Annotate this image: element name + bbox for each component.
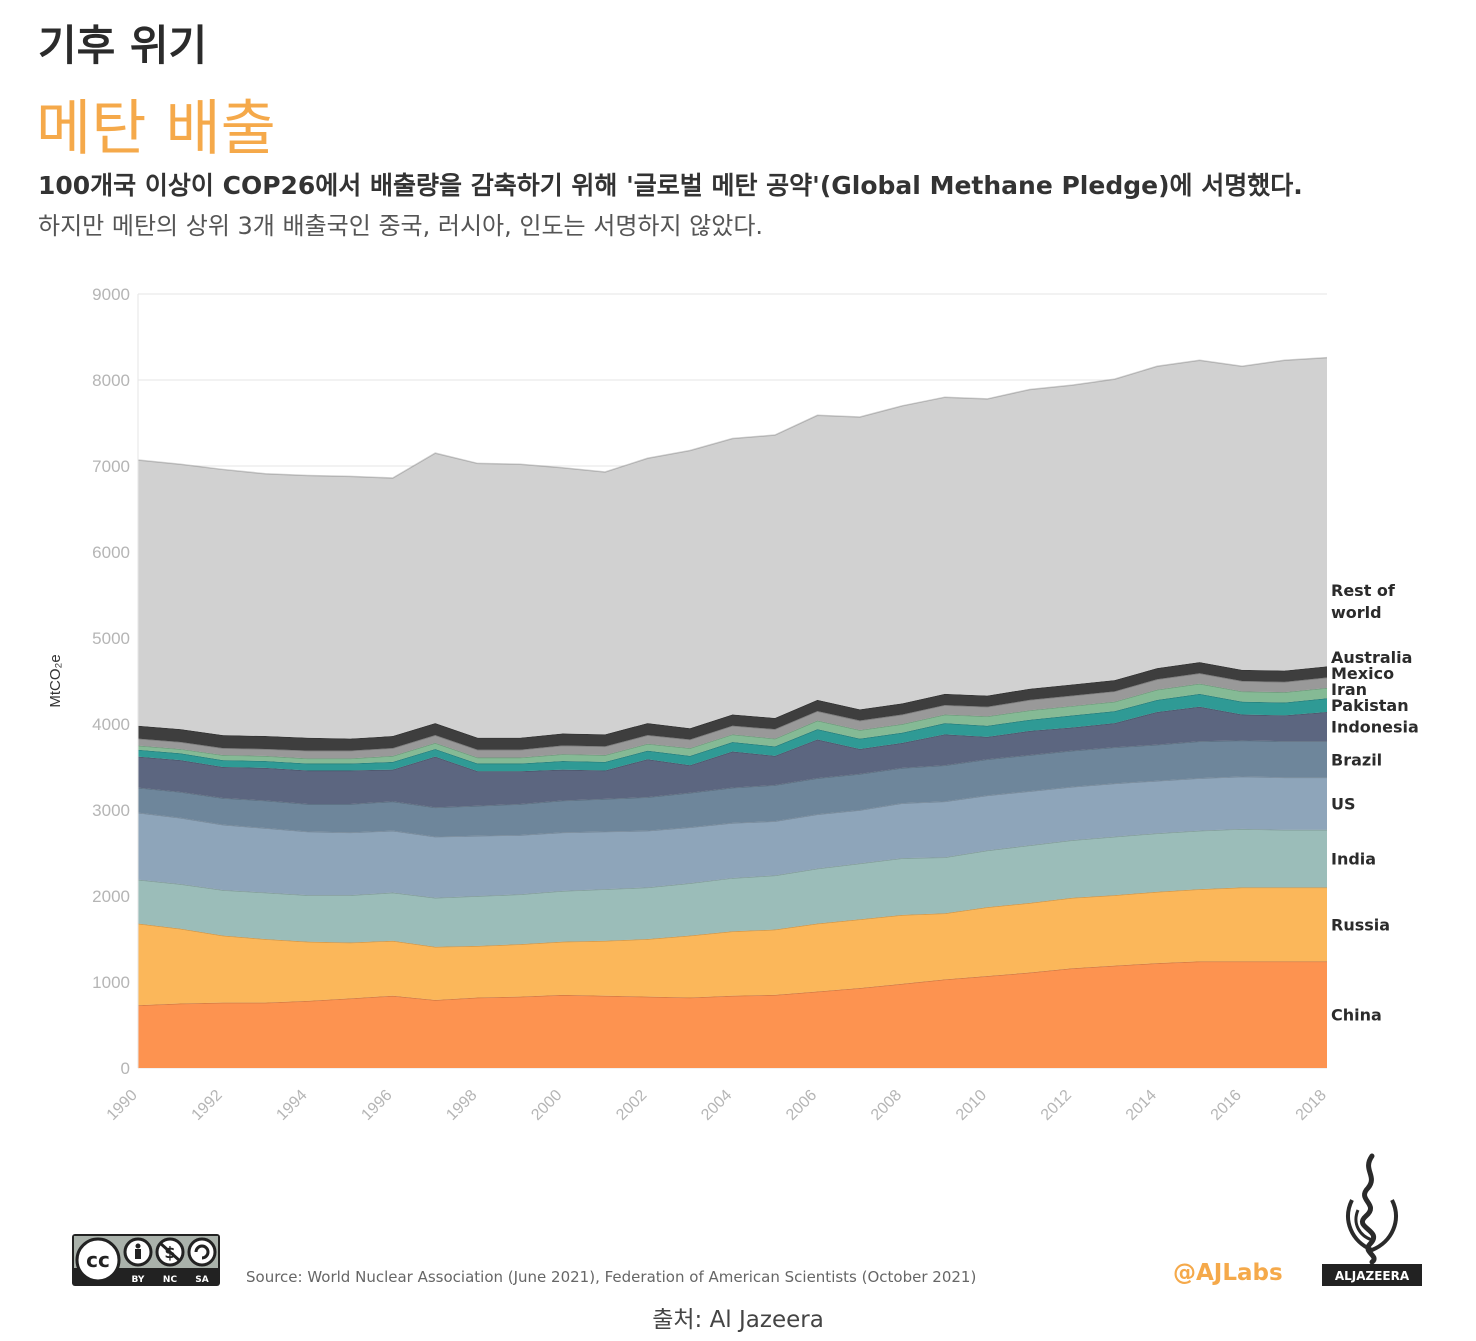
series-label-china: China [1331,1006,1382,1025]
x-tick-label: 1998 [443,1087,480,1124]
page-title: 메탄 배출 [36,94,276,164]
x-tick-label: 2016 [1208,1087,1245,1124]
source-note: Source: World Nuclear Association (June … [246,1268,977,1286]
x-tick-label: 2018 [1293,1087,1330,1124]
series-label-rest-of-world: Rest of world [1331,581,1396,622]
y-tick-label: 9000 [92,285,130,304]
area-brazil [138,740,1327,837]
area-china [138,961,1327,1068]
series-label-us: US [1331,795,1356,814]
subtitle-bold: 100개국 이상이 COP26에서 배출량을 감축하기 위해 '글로벌 메탄 공… [38,171,1303,200]
y-tick-label: 3000 [92,801,130,820]
series-label-russia: Russia [1331,915,1390,934]
x-tick-label: 1994 [273,1087,310,1124]
series-label-australia: Australia [1331,648,1412,667]
cc-by-label: BY [132,1275,145,1285]
ajlabs-handle: @AJLabs [1173,1260,1283,1286]
y-tick-label: 8000 [92,371,130,390]
x-tick-label: 2000 [528,1087,565,1124]
x-tick-label: 2002 [613,1087,650,1124]
methane-area-chart: 0 1000 2000 3000 4000 5000 6000 7000 8000 9000 MtC… [47,285,1419,1124]
x-tick-label: 2014 [1123,1087,1160,1124]
y-tick-label: 0 [121,1059,130,1078]
area-russia [138,887,1327,1006]
y-tick-label: 4000 [92,715,130,734]
area-indonesia [138,706,1327,808]
y-tick-label: 1000 [92,973,130,992]
area-india [138,828,1327,947]
area-australia [138,662,1327,751]
series-label-mexico: Mexico [1331,664,1394,683]
creative-commons-badge: cc $ BY NC SA [72,1234,220,1286]
y-tick-label: 5000 [92,629,130,648]
x-tick-label: 1992 [189,1087,226,1124]
x-tick-label: 2006 [783,1087,820,1124]
cc-nc-label: NC [163,1275,178,1285]
series-label-line: world [1331,603,1382,622]
area-rest-of-world [138,357,1327,739]
y-axis-label: MtCO₂e [47,654,64,707]
series-label-line: Rest of [1331,581,1396,600]
aljazeera-logo: ALJAZEERA [1322,1153,1422,1286]
x-tick-label: 1990 [104,1087,141,1124]
credit-line: 출처: Al Jazeera [652,1307,824,1333]
y-tick-label: 6000 [92,543,130,562]
series-label-india: India [1331,850,1376,869]
y-tick-label: 2000 [92,887,130,906]
x-tick-label: 2010 [953,1087,990,1124]
series-label-iran: Iran [1331,680,1367,699]
area-edge [137,356,1328,479]
x-tick-label: 2004 [698,1087,735,1124]
subtitle: 하지만 메탄의 상위 3개 배출국인 중국, 러시아, 인도는 서명하지 않았다… [38,212,764,240]
kicker: 기후 위기 [38,21,208,70]
x-tick-label: 2012 [1038,1087,1075,1124]
series-label-indonesia: Indonesia [1331,718,1419,737]
series-label-brazil: Brazil [1331,750,1382,769]
x-tick-label: 2008 [868,1087,905,1124]
cc-sa-label: SA [195,1275,208,1285]
y-tick-label: 7000 [92,457,130,476]
area-pakistan [138,693,1327,772]
area-mexico [138,673,1327,759]
area-iran [138,683,1327,764]
svg-text:cc: cc [86,1248,110,1272]
area-us [138,776,1327,898]
logo-wordmark: ALJAZEERA [1335,1269,1410,1283]
x-tick-label: 1996 [358,1087,395,1124]
series-label-pakistan: Pakistan [1331,696,1409,715]
